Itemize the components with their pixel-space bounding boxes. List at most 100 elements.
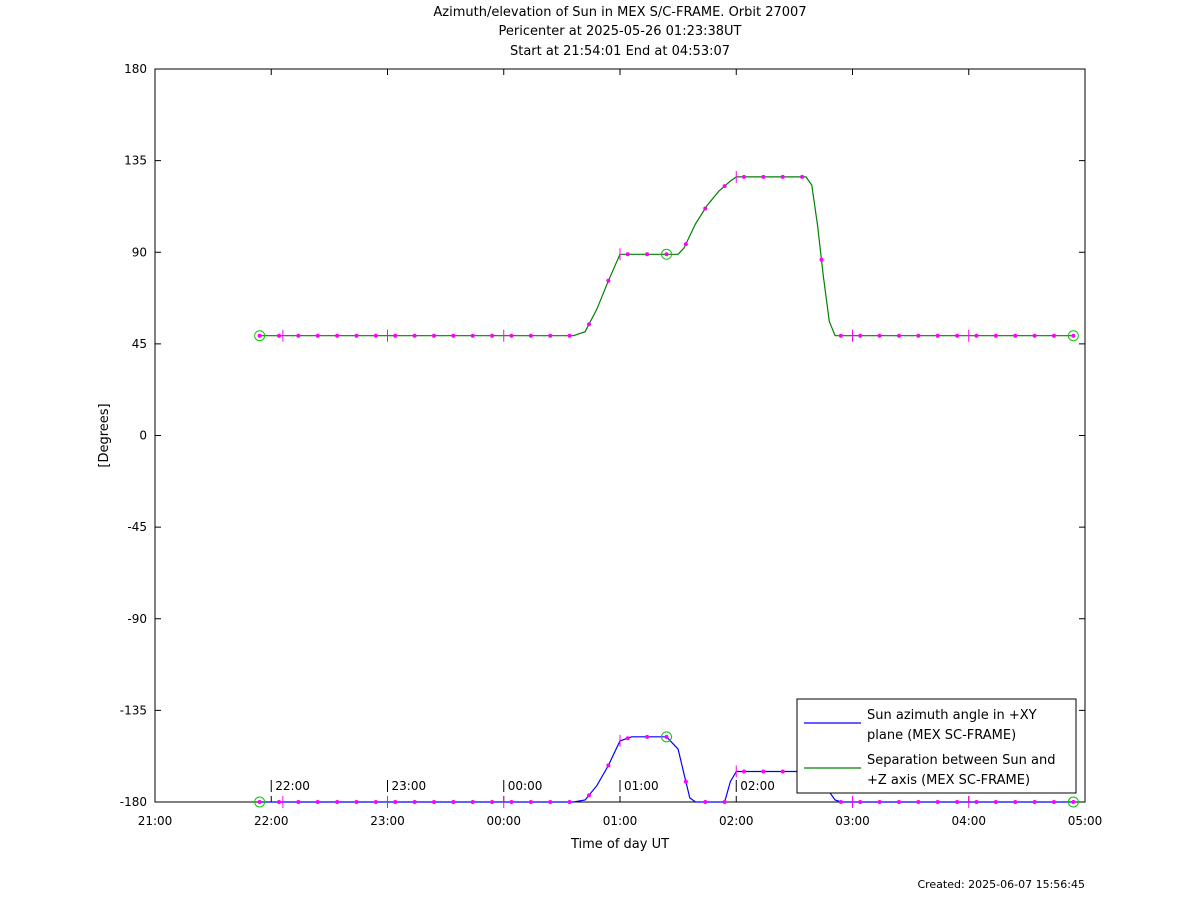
separation-sample-marker bbox=[819, 257, 824, 262]
azimuth-sample-marker bbox=[587, 793, 591, 798]
azimuth-sample-marker bbox=[509, 800, 514, 804]
separation-sample-marker bbox=[509, 333, 514, 338]
separation-sample-marker bbox=[296, 333, 301, 338]
time-annotation-label: 22:00 bbox=[275, 779, 310, 793]
azimuth-sample-marker bbox=[645, 734, 650, 739]
separation-sample-marker bbox=[606, 278, 611, 283]
x-tick-label: 23:00 bbox=[370, 814, 405, 828]
time-annotation-label: 02:00 bbox=[740, 779, 775, 793]
azimuth-sample-marker bbox=[373, 800, 378, 804]
azimuth-sample-marker bbox=[257, 800, 262, 804]
x-tick-label: 00:00 bbox=[486, 814, 521, 828]
azimuth-sample-marker bbox=[664, 734, 669, 739]
event-circle-marker bbox=[1067, 330, 1079, 342]
separation-sample-marker bbox=[683, 242, 688, 247]
azimuth-sample-marker bbox=[393, 800, 398, 804]
azimuth-sample-marker bbox=[548, 800, 553, 804]
separation-sample-marker bbox=[935, 333, 940, 338]
x-tick-label: 02:00 bbox=[719, 814, 754, 828]
separation-sample-marker bbox=[432, 333, 436, 338]
azimuth-sample-marker bbox=[528, 800, 533, 804]
azimuth-sample-marker bbox=[1013, 800, 1018, 804]
separation-sample-marker bbox=[528, 333, 533, 338]
event-circle-marker bbox=[661, 731, 672, 743]
separation-sample-marker bbox=[974, 333, 979, 338]
x-tick-label: 05:00 bbox=[1068, 814, 1103, 828]
chart-subtitle-start-end: Start at 21:54:01 End at 04:53:07 bbox=[509, 44, 731, 59]
separation-sample-marker bbox=[993, 333, 998, 338]
azimuth-sample-marker bbox=[354, 800, 359, 804]
x-tick-label: 21:00 bbox=[138, 814, 173, 828]
azimuth-sample-marker bbox=[838, 800, 843, 804]
separation-sample-marker bbox=[1013, 333, 1018, 338]
legend-box bbox=[796, 698, 1077, 794]
azimuth-sample-marker bbox=[858, 800, 863, 804]
separation-sample-marker bbox=[1052, 333, 1056, 338]
azimuth-sample-marker bbox=[955, 800, 960, 804]
separation-sample-marker bbox=[742, 174, 746, 179]
separation-sample-marker bbox=[490, 333, 495, 338]
x-tick-label: 22:00 bbox=[254, 814, 289, 828]
separation-sample-marker bbox=[625, 252, 630, 257]
separation-sample-marker bbox=[587, 322, 591, 327]
azimuth-sample-marker bbox=[606, 763, 611, 768]
legend-entry-label: plane (MEX SC-FRAME) bbox=[867, 728, 1016, 743]
separation-sample-marker bbox=[412, 333, 417, 338]
azimuth-sample-marker bbox=[897, 800, 901, 804]
azimuth-sample-marker bbox=[470, 800, 475, 804]
time-annotation-label: 00:00 bbox=[508, 779, 543, 793]
separation-sample-marker bbox=[373, 333, 378, 338]
separation-series-line bbox=[259, 176, 1074, 337]
azimuth-sample-marker bbox=[1071, 800, 1076, 804]
azimuth-sample-marker bbox=[742, 769, 746, 774]
azimuth-sample-marker bbox=[567, 800, 572, 804]
separation-sample-marker bbox=[645, 252, 650, 257]
legend-entry-label: Separation between Sun and bbox=[867, 753, 1055, 768]
azimuth-sample-marker bbox=[451, 800, 456, 804]
azimuth-sample-marker bbox=[412, 800, 417, 804]
legend-entry-label: Sun azimuth angle in +XY bbox=[867, 708, 1037, 723]
event-circle-marker bbox=[1067, 796, 1079, 808]
separation-sample-marker bbox=[354, 333, 359, 338]
separation-sample-marker bbox=[858, 333, 863, 338]
y-tick-label: -180 bbox=[120, 795, 147, 809]
azimuth-sample-marker bbox=[722, 800, 727, 804]
separation-sample-marker bbox=[916, 333, 921, 338]
separation-sample-marker bbox=[780, 174, 785, 179]
y-tick-label: 135 bbox=[124, 154, 147, 168]
azimuth-sample-marker bbox=[935, 800, 940, 804]
y-tick-label: 0 bbox=[139, 429, 147, 443]
time-annotation-label: 23:00 bbox=[392, 779, 427, 793]
separation-sample-marker bbox=[277, 333, 281, 338]
azimuth-sample-marker bbox=[916, 800, 921, 804]
x-tick-label: 03:00 bbox=[835, 814, 870, 828]
legend-entry-label: +Z axis (MEX SC-FRAME) bbox=[867, 773, 1030, 788]
separation-sample-marker bbox=[897, 333, 901, 338]
y-tick-label: 180 bbox=[124, 62, 147, 76]
separation-sample-marker bbox=[335, 333, 340, 338]
separation-sample-marker bbox=[877, 333, 882, 338]
azimuth-sample-marker bbox=[780, 769, 785, 774]
chart-title: Azimuth/elevation of Sun in MEX S/C-FRAM… bbox=[433, 5, 807, 20]
azimuth-sample-marker bbox=[490, 800, 495, 804]
azimuth-sample-marker bbox=[277, 800, 281, 804]
x-tick-label: 04:00 bbox=[951, 814, 986, 828]
separation-sample-marker bbox=[257, 333, 262, 338]
y-axis-label: [Degrees] bbox=[97, 403, 112, 467]
y-tick-label: 90 bbox=[132, 245, 147, 259]
azimuth-sample-marker bbox=[315, 800, 320, 804]
separation-sample-marker bbox=[470, 333, 475, 338]
azimuth-sample-marker bbox=[432, 800, 436, 804]
separation-sample-marker bbox=[955, 333, 960, 338]
y-tick-label: -45 bbox=[127, 520, 147, 534]
event-circle-marker bbox=[661, 248, 672, 260]
separation-sample-marker bbox=[451, 333, 456, 338]
separation-sample-marker bbox=[703, 206, 708, 211]
separation-sample-marker bbox=[800, 174, 805, 179]
separation-sample-marker bbox=[1032, 333, 1037, 338]
y-tick-label: 45 bbox=[132, 337, 147, 351]
azimuth-sample-marker bbox=[335, 800, 340, 804]
y-tick-label: -135 bbox=[120, 703, 147, 717]
azimuth-sample-marker bbox=[877, 800, 882, 804]
